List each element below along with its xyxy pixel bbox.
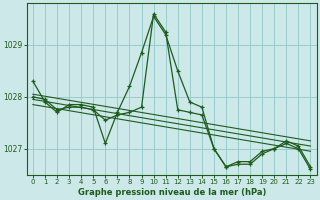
X-axis label: Graphe pression niveau de la mer (hPa): Graphe pression niveau de la mer (hPa) xyxy=(77,188,266,197)
